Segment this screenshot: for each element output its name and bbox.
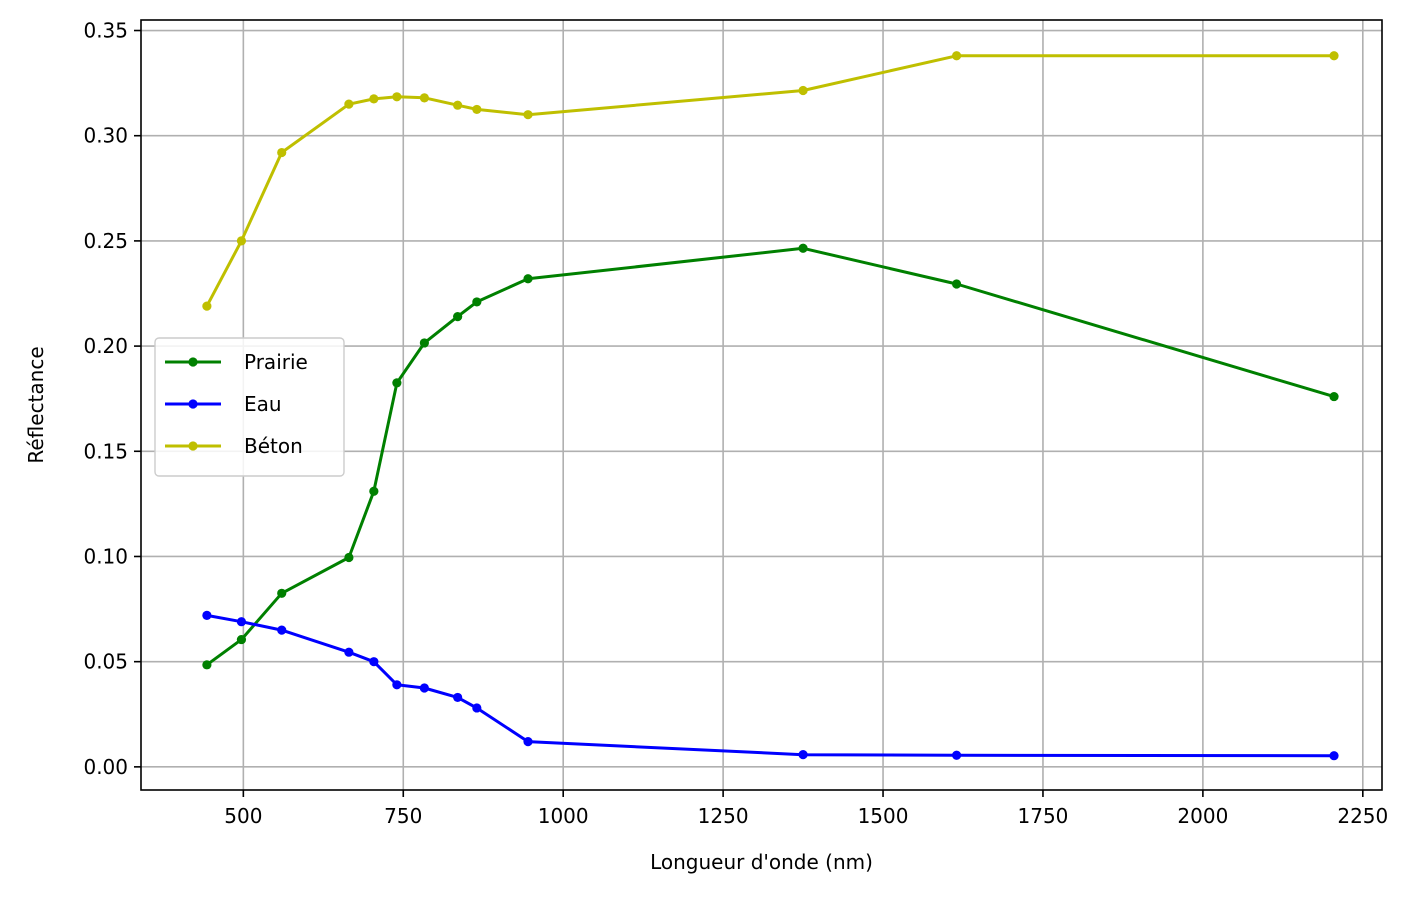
series-prairie: [202, 243, 1339, 670]
y-axis-ticks: 0.00 0.05 0.10 0.15 0.20 0.25 0.30 0.35: [83, 19, 141, 779]
series-layer: [202, 51, 1339, 761]
grid-lines: [141, 20, 1382, 790]
legend-marker: [188, 399, 198, 409]
data-point: [277, 625, 287, 635]
y-tick-label: 0.10: [83, 544, 128, 568]
data-point: [453, 312, 463, 322]
data-point: [202, 301, 212, 311]
data-point: [369, 657, 379, 667]
data-point: [523, 737, 533, 747]
y-axis-label: Réflectance: [24, 346, 48, 463]
y-tick-label: 0.35: [83, 19, 128, 43]
x-tick-label: 2000: [1177, 804, 1228, 828]
data-point: [392, 680, 402, 690]
data-point: [472, 703, 482, 713]
x-tick-label: 1500: [858, 804, 909, 828]
x-tick-label: 1250: [698, 804, 749, 828]
data-point: [952, 750, 962, 760]
data-point: [1329, 391, 1339, 402]
legend-box: [154, 337, 345, 477]
series-eau: [202, 610, 1339, 761]
data-point: [419, 683, 429, 693]
x-tick-label: 1750: [1018, 804, 1069, 828]
legend-item-béton: Béton: [165, 434, 303, 458]
legend: Prairie Eau Béton: [154, 337, 345, 477]
data-point: [453, 692, 463, 703]
plot-frame: [140, 19, 1383, 791]
data-point: [472, 104, 482, 115]
data-point: [277, 588, 287, 598]
data-point: [472, 297, 482, 307]
x-axis-ticks: 500 750 1000 1250 1500 1750 2000 2250: [224, 790, 1388, 828]
legend-item-prairie: Prairie: [165, 350, 308, 374]
data-point: [798, 243, 808, 253]
data-point: [202, 660, 212, 670]
legend-label: Béton: [244, 434, 303, 458]
y-tick-label: 0.25: [83, 229, 128, 253]
x-tick-label: 2250: [1337, 804, 1388, 828]
y-tick-label: 0.00: [83, 755, 128, 779]
data-point: [236, 617, 247, 627]
y-tick-label: 0.15: [83, 439, 128, 463]
data-point: [369, 486, 379, 496]
data-point: [952, 279, 962, 289]
data-point: [523, 110, 533, 120]
x-tick-label: 1000: [538, 804, 589, 828]
data-point: [344, 647, 354, 657]
x-axis-label: Longueur d'onde (nm): [650, 850, 873, 874]
legend-label: Eau: [244, 392, 282, 416]
data-point: [202, 610, 212, 620]
legend-label: Prairie: [244, 350, 308, 374]
legend-item-eau: Eau: [165, 392, 282, 416]
data-point: [798, 750, 808, 760]
x-tick-label: 500: [224, 804, 262, 828]
data-point: [236, 236, 247, 246]
data-point: [277, 147, 287, 158]
y-tick-label: 0.30: [83, 124, 128, 148]
data-point: [344, 552, 354, 563]
data-point: [419, 93, 429, 103]
y-tick-label: 0.05: [83, 650, 128, 674]
data-point: [369, 94, 379, 104]
legend-marker: [188, 441, 198, 451]
data-point: [344, 99, 354, 109]
data-point: [952, 51, 962, 61]
data-point: [236, 634, 247, 645]
data-point: [453, 100, 463, 110]
data-point: [798, 85, 808, 96]
data-point: [1329, 51, 1339, 61]
legend-marker: [188, 357, 198, 367]
series-béton: [202, 51, 1339, 311]
data-point: [392, 92, 402, 102]
x-tick-label: 750: [384, 804, 422, 828]
y-tick-label: 0.20: [83, 334, 128, 358]
data-point: [1329, 751, 1339, 761]
data-point: [392, 378, 402, 388]
data-point: [419, 338, 429, 348]
data-point: [523, 274, 533, 284]
